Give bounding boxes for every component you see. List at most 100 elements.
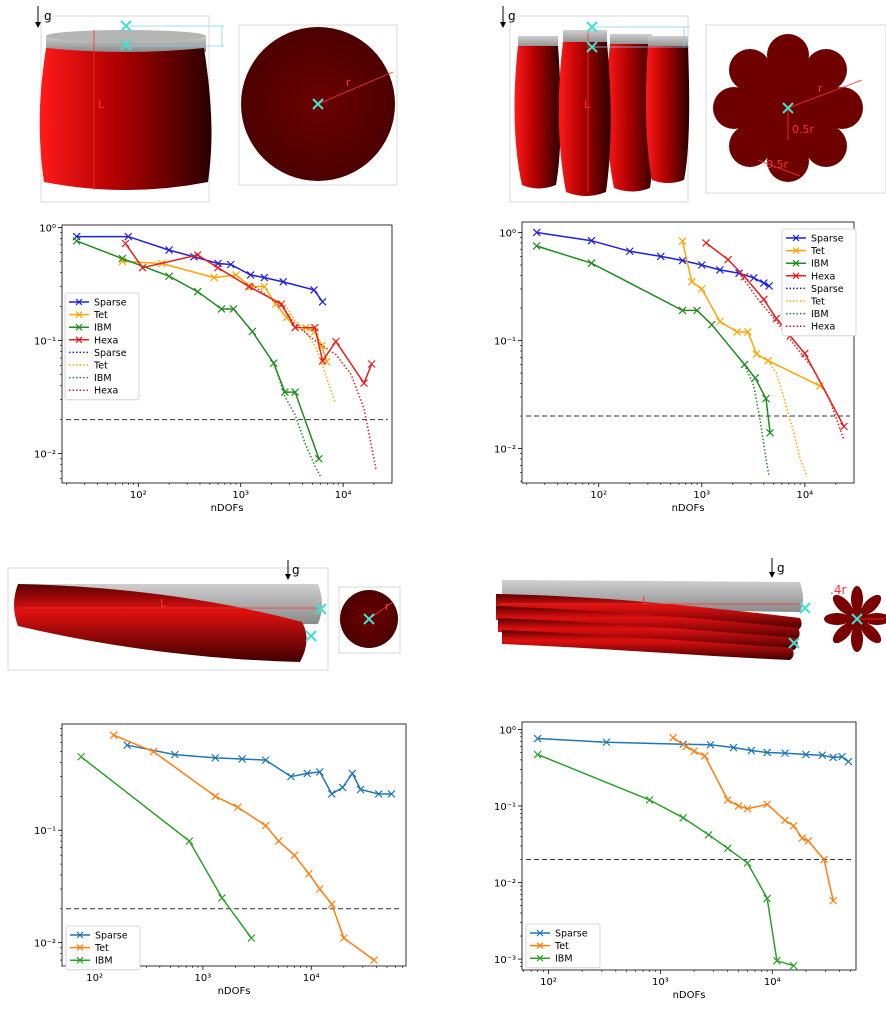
data-point-stroke (291, 323, 300, 332)
data-point-stroke (248, 327, 257, 336)
legend-label-sparse: Sparse (811, 234, 844, 245)
data-point-sparse (303, 769, 312, 778)
data-point-stroke (274, 837, 283, 846)
data-point-sparse (678, 256, 687, 265)
data-point-stroke (261, 756, 270, 765)
data-point-stroke (772, 314, 781, 323)
radius-label-c: r (385, 600, 390, 613)
data-point-tet (260, 282, 269, 291)
data-point-stroke (587, 236, 596, 245)
radius-label-b: r (818, 82, 823, 95)
half-radius-label-1: 0.5r (792, 123, 814, 136)
data-point-stroke (781, 816, 789, 825)
data-point-stroke (740, 272, 749, 281)
x-tick-label: 10² (540, 977, 557, 988)
x-tick-label: 10² (130, 490, 147, 501)
data-point-stroke (211, 792, 220, 801)
data-point-ibm (72, 236, 81, 245)
data-point-ibm (291, 388, 300, 397)
data-point-stroke (645, 795, 654, 804)
legend-label-tet: Tet (554, 941, 569, 952)
series-line-hexa-dotted (736, 269, 845, 441)
data-point-ibm (645, 795, 654, 804)
data-point-ibm (704, 830, 713, 839)
data-point-tet (210, 273, 219, 282)
data-point-stroke (533, 734, 542, 743)
data-point-stroke (387, 790, 396, 798)
bundle-cylinders-b (514, 30, 690, 196)
data-point-hexa (138, 263, 147, 272)
data-point-stroke (759, 295, 768, 304)
data-point-sparse (246, 271, 255, 279)
data-point-tet (752, 350, 761, 358)
data-point-hexa (121, 239, 130, 248)
data-point-stroke (844, 757, 853, 766)
data-point-stroke (72, 236, 81, 245)
data-point-stroke (279, 277, 288, 286)
data-point-stroke (260, 282, 269, 291)
data-point-hexa (331, 337, 340, 346)
x-axis-label: nDOFs (211, 503, 244, 514)
data-point-tet (109, 731, 118, 740)
data-point-tet (290, 851, 299, 860)
data-point-stroke (229, 305, 238, 313)
legend-label-sparse: Sparse (95, 931, 128, 942)
data-point-stroke (840, 422, 848, 431)
data-point-stroke (723, 844, 732, 853)
data-point-stroke (218, 893, 226, 902)
data-point-ibm (165, 272, 174, 281)
data-point-stroke (743, 328, 752, 336)
data-point-tet (743, 804, 752, 813)
data-point-sparse (706, 740, 715, 749)
data-point-stroke (193, 251, 202, 259)
data-point-ibm (762, 394, 770, 403)
data-point-sparse (844, 757, 853, 766)
chart-b-convergence: 10² 10³ 10⁴10⁻²10⁻¹10⁰nDOFsSparseTetIBMHex… (494, 221, 857, 514)
data-point-sparse (716, 266, 724, 274)
data-point-stroke (733, 328, 741, 336)
data-point-stroke (211, 753, 220, 762)
data-point-stroke (749, 273, 758, 282)
data-point-stroke (763, 800, 772, 809)
legend-label-hexa: Hexa (811, 322, 835, 333)
data-point-sparse (602, 738, 611, 747)
data-point-stroke (818, 751, 827, 760)
illustration-c: g L r (7, 560, 401, 671)
data-point-stroke (367, 360, 376, 368)
data-point-stroke (762, 394, 770, 403)
data-point-sparse (123, 741, 132, 750)
data-point-stroke (214, 263, 222, 272)
data-point-tet (304, 869, 313, 878)
legend-marker (536, 929, 544, 937)
legend-marker (792, 247, 800, 255)
data-point-sparse (318, 297, 327, 306)
data-point-hexa (193, 251, 202, 259)
data-point-stroke (327, 790, 336, 798)
legend-label-sparse: Sparse (94, 298, 127, 309)
data-point-ibm (193, 287, 202, 296)
flower-cross-section-d (824, 586, 886, 652)
data-point-hexa (840, 422, 848, 431)
data-point-stroke (304, 869, 313, 878)
data-point-stroke (759, 279, 768, 288)
data-point-ibm (247, 934, 256, 942)
data-point-sparse (697, 261, 706, 269)
data-point-stroke (124, 232, 133, 241)
data-point-tet (829, 896, 838, 905)
data-point-ibm (248, 327, 257, 336)
data-point-sparse (765, 282, 774, 290)
x-axis-label: nDOFs (673, 990, 706, 1001)
data-point-sparse (211, 753, 220, 762)
data-point-tet (149, 747, 158, 756)
data-point-stroke (149, 747, 158, 756)
data-point-sparse (170, 750, 179, 759)
legend-label-hexa: Hexa (94, 335, 118, 346)
data-point-tet (697, 285, 706, 293)
data-point-stroke (829, 896, 838, 905)
bundle-rods-d (496, 594, 802, 660)
data-point-stroke (838, 752, 846, 761)
legend-label-tet: Tet (810, 246, 825, 257)
data-point-stroke (678, 256, 687, 265)
data-point-stroke (656, 252, 665, 261)
